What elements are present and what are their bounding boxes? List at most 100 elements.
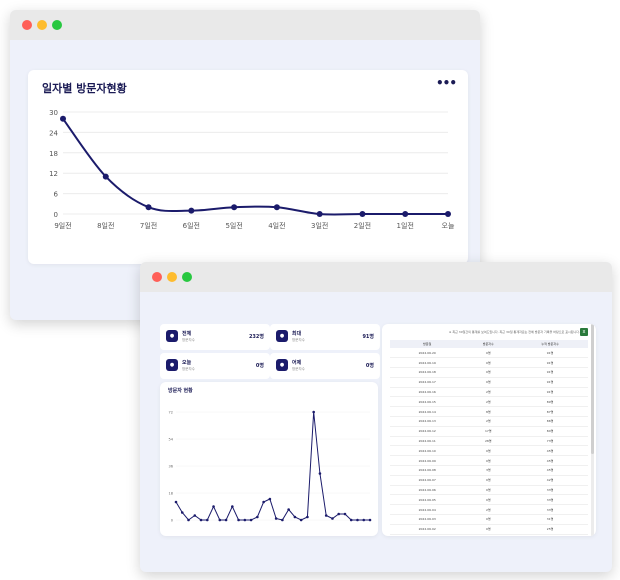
data-point	[268, 497, 272, 501]
stat-name: 최대	[292, 331, 302, 337]
data-point	[218, 518, 222, 522]
user-icon: ●	[166, 359, 178, 371]
cell-visitors: 0명	[464, 534, 513, 536]
cell-cumulative: 45명	[512, 455, 588, 467]
cell-cumulative: 25명	[512, 534, 588, 536]
data-point	[231, 505, 234, 508]
user-icon: ●	[276, 330, 288, 342]
minimize-button[interactable]	[37, 20, 47, 30]
cell-visitors: 2명	[464, 387, 513, 398]
data-point	[193, 514, 197, 517]
data-point	[249, 518, 253, 522]
excel-download-icon[interactable]: x	[580, 328, 588, 336]
cell-cumulative: 89명	[512, 396, 588, 408]
cell-cumulative: 91명	[512, 387, 588, 398]
x-tick-label: 오늘	[442, 222, 455, 230]
stat-name: 전체	[182, 331, 192, 337]
cell-visitors: 0명	[464, 348, 513, 359]
data-point	[324, 514, 328, 517]
col-cumulative: 누적 방문자수	[512, 340, 588, 348]
chart-title: 일자별 방문자현황	[42, 82, 127, 95]
table-row: 2022.06.14 8명 87명	[390, 406, 588, 418]
cell-cumulative: 25명	[512, 524, 588, 535]
data-point	[281, 518, 284, 522]
y-tick-label: 6	[54, 191, 59, 199]
table-scrollbar-thumb[interactable]	[591, 324, 594, 454]
stat-name: 어제	[292, 360, 302, 366]
user-icon: ●	[276, 359, 288, 371]
cell-cumulative: 45명	[512, 465, 588, 476]
cell-cumulative: 73명	[512, 436, 588, 447]
dashboard-window-top: 일자별 방문자현황 ••• 0 6 12 18 24 30 9일전 8일전 7일전 6일전 5일전 4…	[10, 10, 480, 320]
cell-visitors: 2명	[464, 416, 513, 427]
data-point	[243, 518, 247, 522]
table-row: 2022.06.15 2명 89명	[390, 396, 588, 408]
daily-visitors-chart: 0 6 12 18 24 30 9일전 8일전 7일전 6일전 5일전 4일전 3일전 2일전 1일전 오늘	[49, 109, 455, 230]
cell-cumulative: 33명	[512, 494, 588, 506]
cell-date: 2022.06.04	[390, 504, 465, 516]
cell-visitors: 0명	[464, 377, 513, 388]
x-tick-label: 3일전	[311, 221, 328, 230]
data-point	[312, 410, 315, 414]
close-button[interactable]	[22, 20, 32, 30]
x-tick-label: 7일전	[140, 221, 157, 230]
cell-visitors: 0명	[464, 455, 513, 467]
x-tick-label: 6일전	[183, 221, 200, 230]
cell-cumulative: 45명	[512, 445, 588, 457]
cell-date: 2022.06.16	[390, 387, 465, 398]
visitor-table-card: ※ 최근 30일간의 통계를 보여드립니다. 최근 30일 통계자료는 전체 방…	[382, 324, 596, 536]
cell-cumulative: 91명	[512, 357, 588, 369]
cell-visitors: 2명	[464, 504, 513, 516]
y-tick-label: 12	[49, 170, 58, 178]
table-row: 2022.06.02 0명 25명	[390, 524, 588, 535]
cell-visitors: 0명	[464, 475, 513, 486]
maximize-button[interactable]	[182, 272, 192, 282]
x-tick-label: 9일전	[54, 221, 71, 230]
table-row: 2022.06.18 0명 91명	[390, 367, 588, 378]
series-line	[62, 118, 448, 216]
cell-cumulative: 33명	[512, 504, 588, 516]
data-point	[337, 512, 341, 516]
data-point	[402, 211, 409, 217]
maximize-button[interactable]	[52, 20, 62, 30]
minimize-button[interactable]	[167, 272, 177, 282]
x-tick-label: 2일전	[354, 221, 371, 230]
y-tick-label: 0	[171, 519, 173, 523]
table-row: 2022.06.03 0명 31명	[390, 514, 588, 525]
table-row: 2022.06.09 0명 45명	[390, 455, 588, 467]
data-point	[368, 518, 372, 522]
table-row: 2022.06.16 2명 91명	[390, 387, 588, 398]
data-point	[174, 500, 178, 504]
mini-chart-title: 방문자 현황	[168, 388, 193, 394]
data-point	[231, 204, 238, 211]
data-point	[262, 500, 265, 504]
data-point	[212, 505, 215, 508]
more-icon[interactable]: •••	[435, 76, 457, 90]
cell-date: 2022.06.02	[390, 524, 465, 535]
stat-today: ● 오늘 방문자수 0명	[160, 353, 270, 379]
close-button[interactable]	[152, 272, 162, 282]
data-point	[256, 515, 259, 519]
x-tick-label: 8일전	[97, 221, 114, 230]
col-date: 방문일	[390, 340, 465, 348]
table-row: 2022.06.10 0명 45명	[390, 445, 588, 457]
stat-name: 오늘	[182, 360, 192, 366]
cell-date: 2022.06.10	[390, 445, 465, 457]
cell-visitors: 0명	[464, 367, 513, 378]
stat-max: ● 최대 방문자수 91명	[270, 324, 380, 350]
cell-date: 2022.06.06	[390, 485, 465, 496]
visitor-table: 방문일 방문자수 누적 방문자수 2022.06.20 0명 91명 2022.06.…	[390, 340, 588, 536]
cell-visitors: 28명	[464, 436, 513, 447]
cell-date: 2022.06.17	[390, 377, 465, 388]
cell-date: 2022.06.09	[390, 455, 465, 467]
cell-cumulative: 86명	[512, 416, 588, 427]
data-point	[349, 518, 353, 522]
cell-date: 2022.06.03	[390, 514, 465, 525]
x-tick-label: 1일전	[397, 221, 414, 230]
table-row: 2022.06.11 28명 73명	[390, 436, 588, 447]
data-point	[224, 518, 228, 522]
stat-value: 0명	[255, 363, 264, 369]
cell-visitors: 0명	[464, 524, 513, 535]
table-row: 2022.06.19 0명 91명	[390, 357, 588, 369]
data-point	[318, 472, 322, 475]
